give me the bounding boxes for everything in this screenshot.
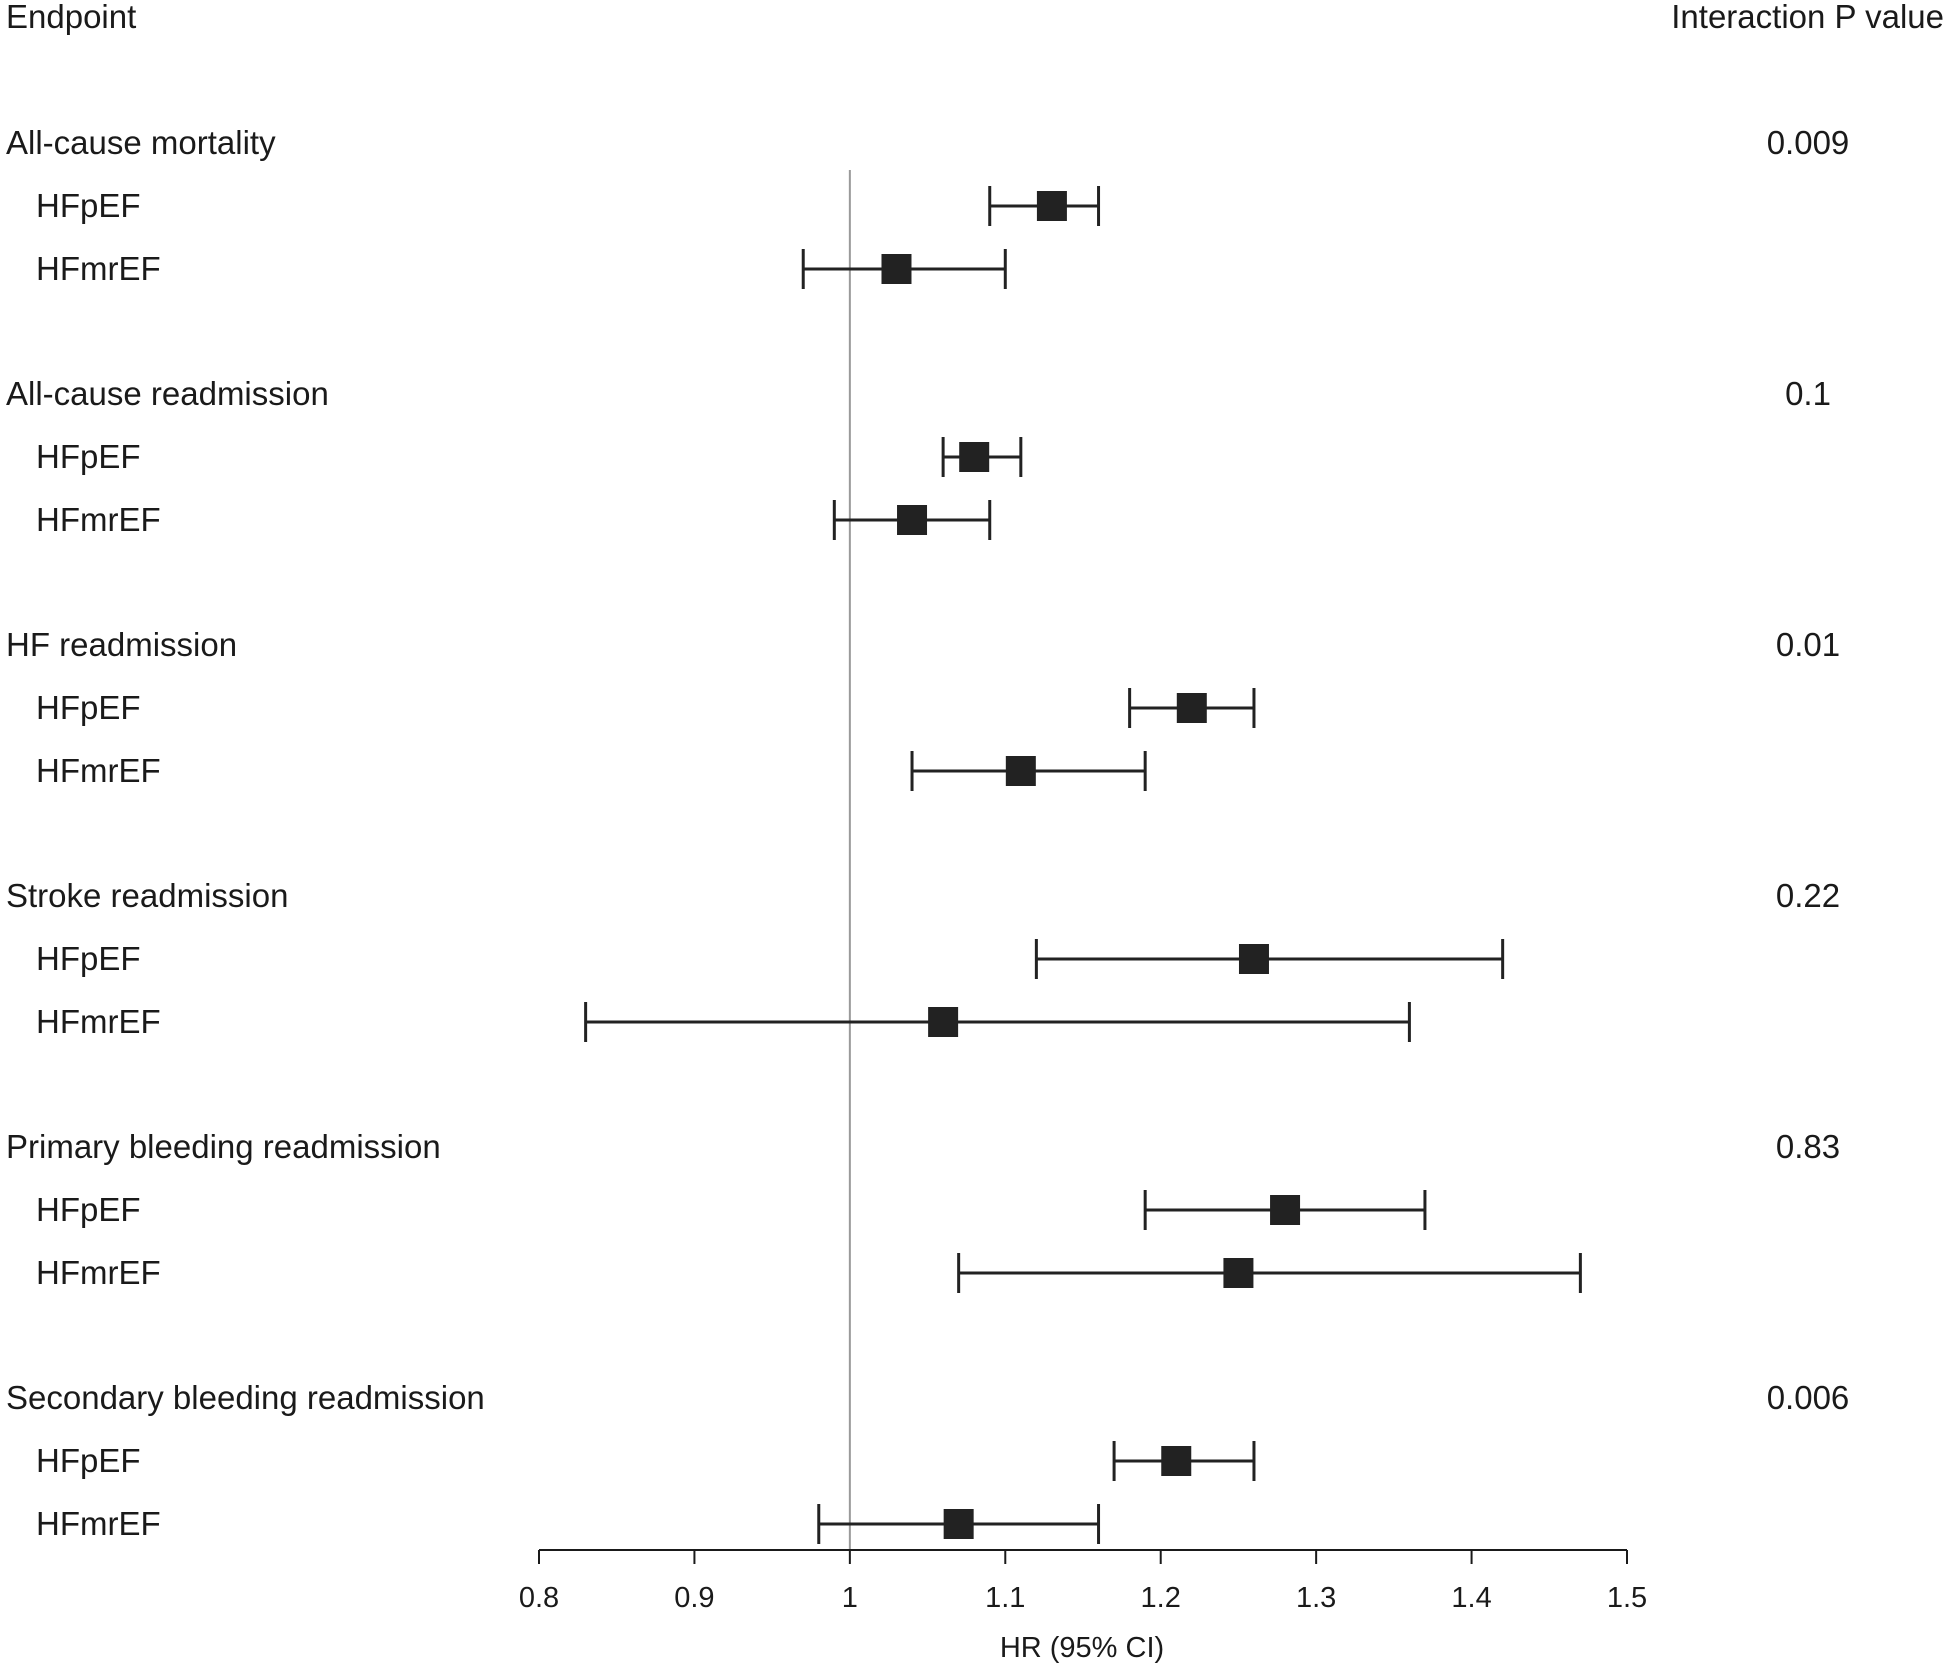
endpoint-section: HF readmission 0.01 HFpEF HFmrEF: [6, 626, 1840, 791]
endpoint-rows: All-cause mortality 0.009HFpEFHFmrEFAll-c…: [6, 124, 1849, 1544]
x-tick-label: 1.2: [1141, 1582, 1181, 1614]
group-label: HFpEF: [36, 438, 141, 475]
x-tick-label: 0.8: [519, 1582, 559, 1614]
x-axis-title: HR (95% CI): [1000, 1632, 1164, 1664]
interaction-p-value: 0.1: [1785, 375, 1831, 412]
x-tick-label: 1: [842, 1582, 858, 1614]
group-row: HFpEF: [36, 1190, 1427, 1230]
endpoint-label: HF readmission: [6, 626, 237, 663]
endpoint-section: Secondary bleeding readmission 0.006 HFpEF…: [6, 1379, 1849, 1544]
x-tick-label: 1.4: [1451, 1582, 1491, 1614]
group-row: HFmrEF: [36, 249, 1007, 289]
interaction-p-value: 0.01: [1776, 626, 1840, 663]
endpoint-section: All-cause mortality 0.009 HFpEF HFmrEF: [6, 124, 1849, 289]
point-estimate-marker: [1238, 944, 1269, 974]
point-estimate-marker: [1223, 1258, 1254, 1288]
group-row: HFmrEF: [36, 500, 992, 540]
point-estimate-marker: [881, 254, 912, 284]
point-estimate-marker: [1036, 191, 1067, 221]
interaction-p-value: 0.006: [1767, 1379, 1850, 1416]
endpoint-label: Primary bleeding readmission: [6, 1128, 441, 1165]
header-endpoint: Endpoint: [6, 0, 136, 35]
group-row: HFpEF: [36, 1441, 1256, 1481]
x-tick-label: 0.9: [674, 1582, 714, 1614]
group-row: HFmrEF: [36, 1253, 1582, 1293]
point-estimate-marker: [897, 505, 928, 535]
group-label: HFmrEF: [36, 1254, 161, 1291]
point-estimate-marker: [928, 1007, 959, 1037]
group-label: HFmrEF: [36, 250, 161, 287]
group-label: HFmrEF: [36, 1505, 161, 1542]
endpoint-section: All-cause readmission 0.1 HFpEF HFmrEF: [6, 375, 1831, 540]
group-label: HFpEF: [36, 940, 141, 977]
point-estimate-marker: [943, 1509, 974, 1539]
point-estimate-marker: [959, 442, 990, 472]
interaction-p-value: 0.83: [1776, 1128, 1840, 1165]
point-estimate-marker: [1161, 1446, 1192, 1476]
group-row: HFmrEF: [36, 1002, 1411, 1042]
group-row: HFmrEF: [36, 751, 1147, 791]
x-tick-label: 1.5: [1607, 1582, 1647, 1614]
endpoint-label: Stroke readmission: [6, 877, 288, 914]
group-row: HFpEF: [36, 437, 1023, 477]
x-tick-label: 1.3: [1296, 1582, 1336, 1614]
group-row: HFpEF: [36, 939, 1505, 979]
point-estimate-marker: [1005, 756, 1036, 786]
group-label: HFpEF: [36, 187, 141, 224]
x-axis: 0.8 0.9 1 1.1 1.2 1.3 1.4 1.5: [519, 1549, 1647, 1614]
endpoint-section: Primary bleeding readmission 0.83 HFpEF HFm…: [6, 1128, 1840, 1293]
group-label: HFmrEF: [36, 752, 161, 789]
group-label: HFmrEF: [36, 501, 161, 538]
endpoint-section: Stroke readmission 0.22 HFpEF HFmrEF: [6, 877, 1840, 1042]
endpoint-label: All-cause readmission: [6, 375, 329, 412]
group-label: HFpEF: [36, 1442, 141, 1479]
point-estimate-marker: [1176, 693, 1207, 723]
interaction-p-value: 0.009: [1767, 124, 1850, 161]
x-tick-label: 1.1: [985, 1582, 1025, 1614]
group-row: HFpEF: [36, 186, 1101, 226]
point-estimate-marker: [1270, 1195, 1301, 1225]
header-interaction-p-value: Interaction P value: [1671, 0, 1944, 35]
group-label: HFmrEF: [36, 1003, 161, 1040]
group-row: HFmrEF: [36, 1504, 1101, 1544]
interaction-p-value: 0.22: [1776, 877, 1840, 914]
group-label: HFpEF: [36, 689, 141, 726]
group-row: HFpEF: [36, 688, 1256, 728]
group-label: HFpEF: [36, 1191, 141, 1228]
endpoint-label: Secondary bleeding readmission: [6, 1379, 485, 1416]
endpoint-label: All-cause mortality: [6, 124, 276, 161]
